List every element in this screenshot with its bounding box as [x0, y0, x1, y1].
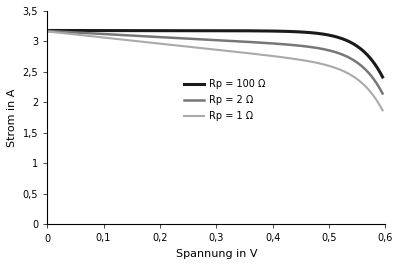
Y-axis label: Strom in A: Strom in A [7, 89, 17, 147]
X-axis label: Spannung in V: Spannung in V [176, 249, 257, 259]
Rp = 100 Ω [380, 75, 385, 78]
Rp = 100 Ω [83, 29, 88, 32]
Rp = 1 Ω [173, 44, 178, 47]
Rp = 100 Ω [103, 29, 108, 32]
Rp = 1 Ω [103, 36, 108, 39]
Rp = 1 Ω [380, 109, 385, 112]
Rp = 1 Ω [188, 45, 193, 48]
Rp = 100 Ω [188, 29, 193, 32]
Rp = 100 Ω [374, 64, 378, 67]
Rp = 100 Ω [45, 29, 50, 32]
Rp = 2 Ω [338, 52, 342, 55]
Line: Rp = 2 Ω: Rp = 2 Ω [47, 31, 382, 94]
Rp = 1 Ω [45, 30, 50, 33]
Legend: Rp = 100 Ω, Rp = 2 Ω, Rp = 1 Ω: Rp = 100 Ω, Rp = 2 Ω, Rp = 1 Ω [180, 76, 269, 125]
Rp = 1 Ω [83, 34, 88, 37]
Rp = 100 Ω [338, 36, 342, 39]
Rp = 100 Ω [173, 29, 178, 32]
Rp = 2 Ω [173, 36, 178, 39]
Rp = 2 Ω [380, 92, 385, 95]
Rp = 2 Ω [103, 32, 108, 36]
Rp = 2 Ω [374, 81, 378, 84]
Rp = 2 Ω [83, 31, 88, 35]
Rp = 2 Ω [188, 37, 193, 40]
Rp = 1 Ω [374, 98, 378, 101]
Line: Rp = 1 Ω: Rp = 1 Ω [47, 31, 382, 110]
Rp = 1 Ω [338, 68, 342, 71]
Line: Rp = 100 Ω: Rp = 100 Ω [47, 31, 382, 77]
Rp = 2 Ω [45, 29, 50, 32]
